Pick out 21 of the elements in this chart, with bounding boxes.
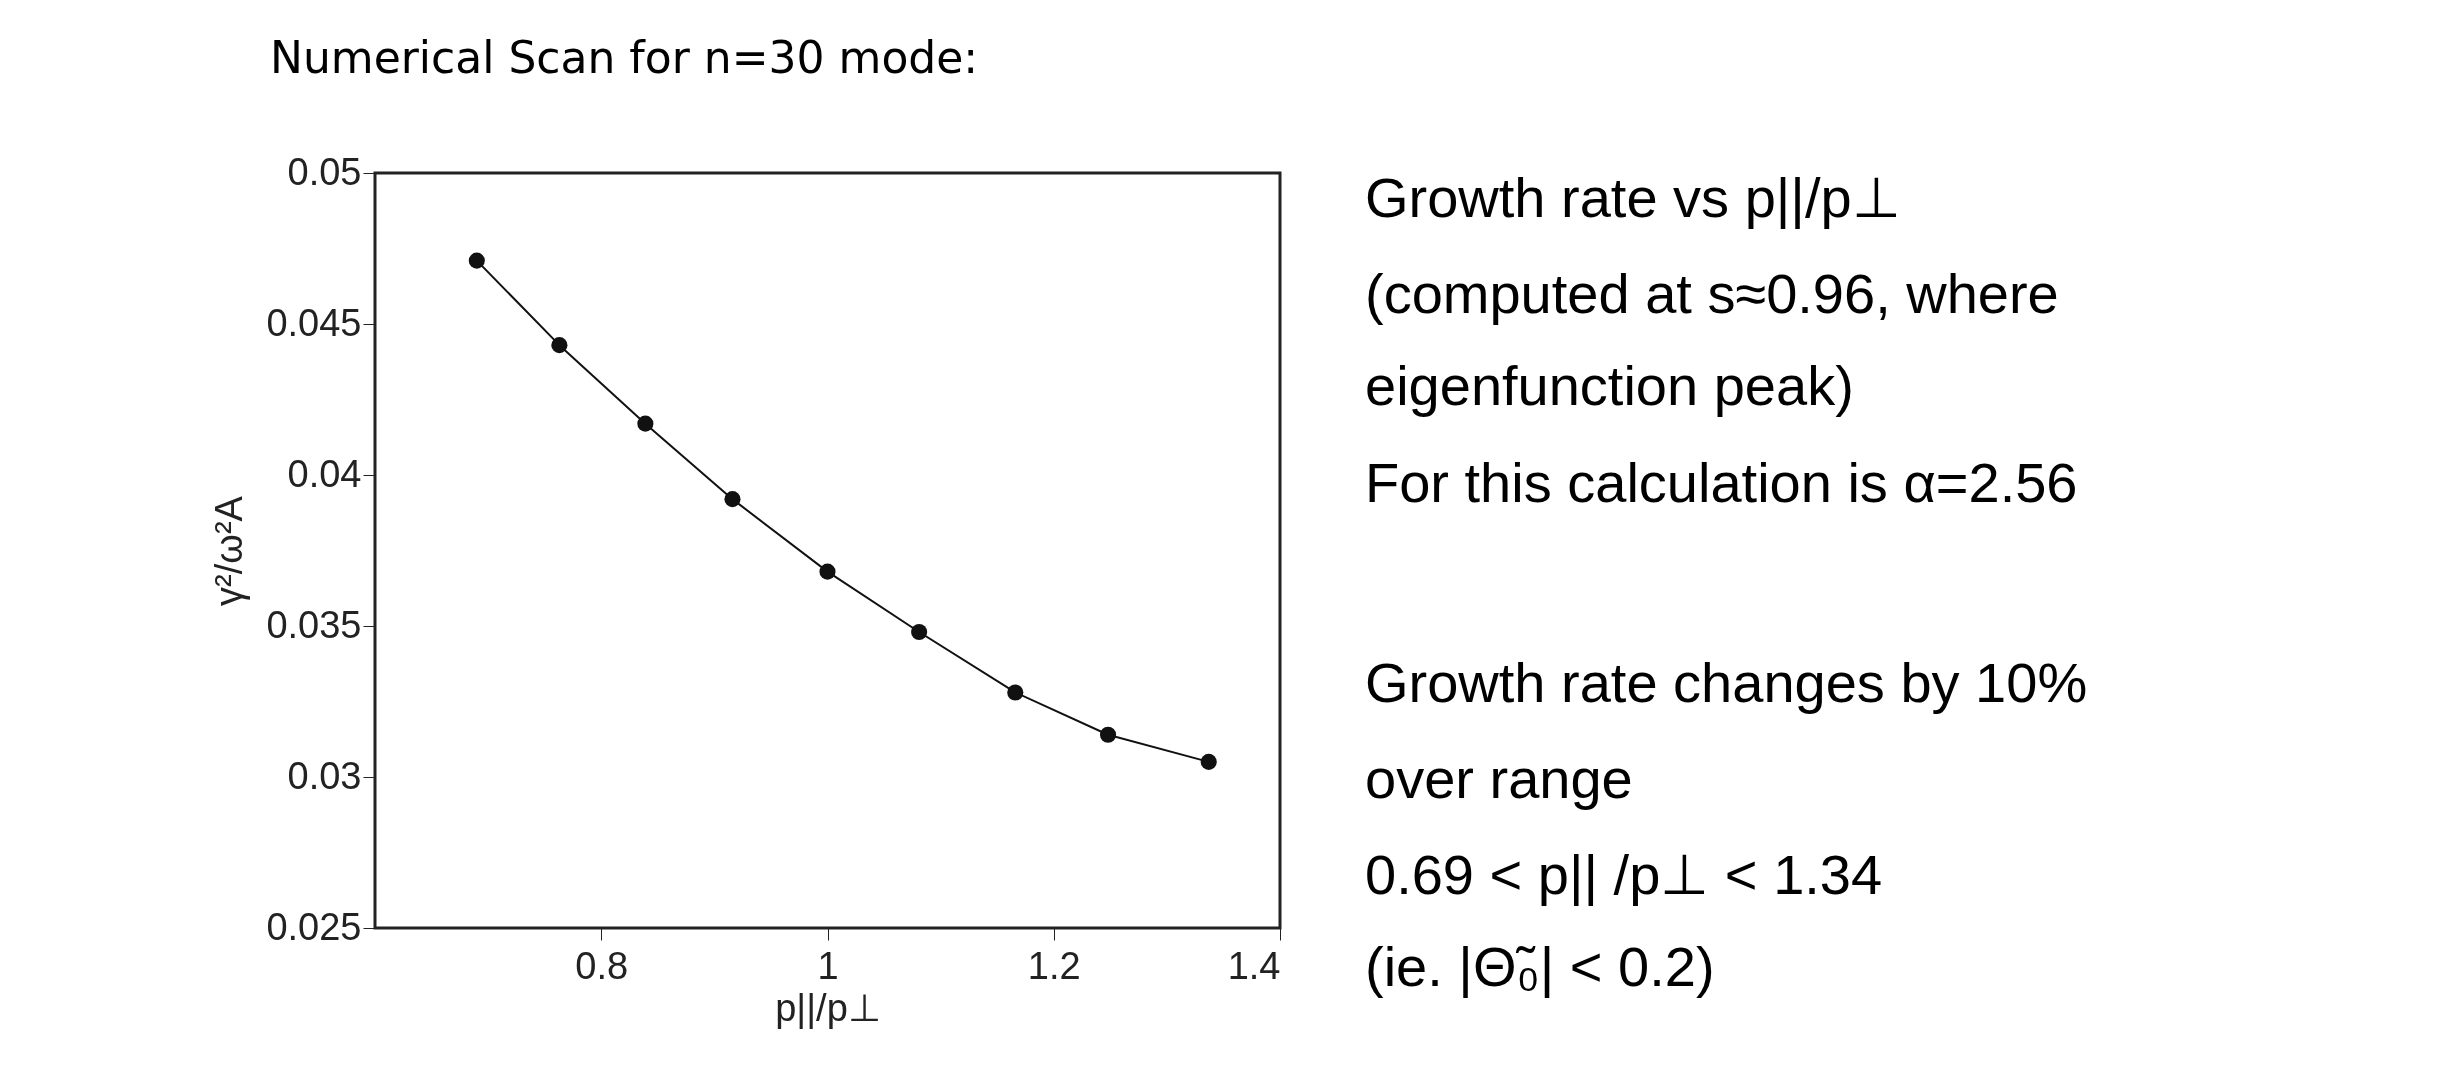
text: (computed at s≈0.96, where [1365, 262, 2059, 325]
y-tick-label: 0.03 [287, 754, 362, 797]
text: over range [1365, 747, 1633, 810]
y-axis-title: γ²/ω²A [208, 495, 251, 606]
x-tick-label: 1.4 [1227, 944, 1281, 987]
x-tick-label: 1 [817, 944, 839, 987]
text: 0.69 < p|| /p⊥ < 1.34 [1365, 843, 1883, 906]
x-tick-label: 0.8 [575, 944, 629, 987]
text: Growth rate changes by 10% [1365, 651, 2088, 714]
text: (ie. |Θ̃₀| < 0.2) [1365, 935, 1715, 998]
chart-title: Numerical Scan for n=30 mode: [270, 32, 979, 83]
y-tick-label: 0.05 [287, 150, 362, 193]
y-tick-label: 0.04 [287, 452, 362, 495]
x-axis-title: p||/p⊥ [775, 986, 881, 1029]
text: eigenfunction peak) [1365, 354, 1854, 417]
text: For this calculation is α=2.56 [1365, 451, 2078, 514]
y-tick-label: 0.025 [266, 905, 362, 948]
y-tick-label: 0.035 [266, 603, 362, 646]
y-tick-label: 0.045 [266, 301, 362, 344]
text: Growth rate vs p||/p⊥ [1365, 166, 1901, 229]
x-tick-label: 1.2 [1027, 944, 1081, 987]
